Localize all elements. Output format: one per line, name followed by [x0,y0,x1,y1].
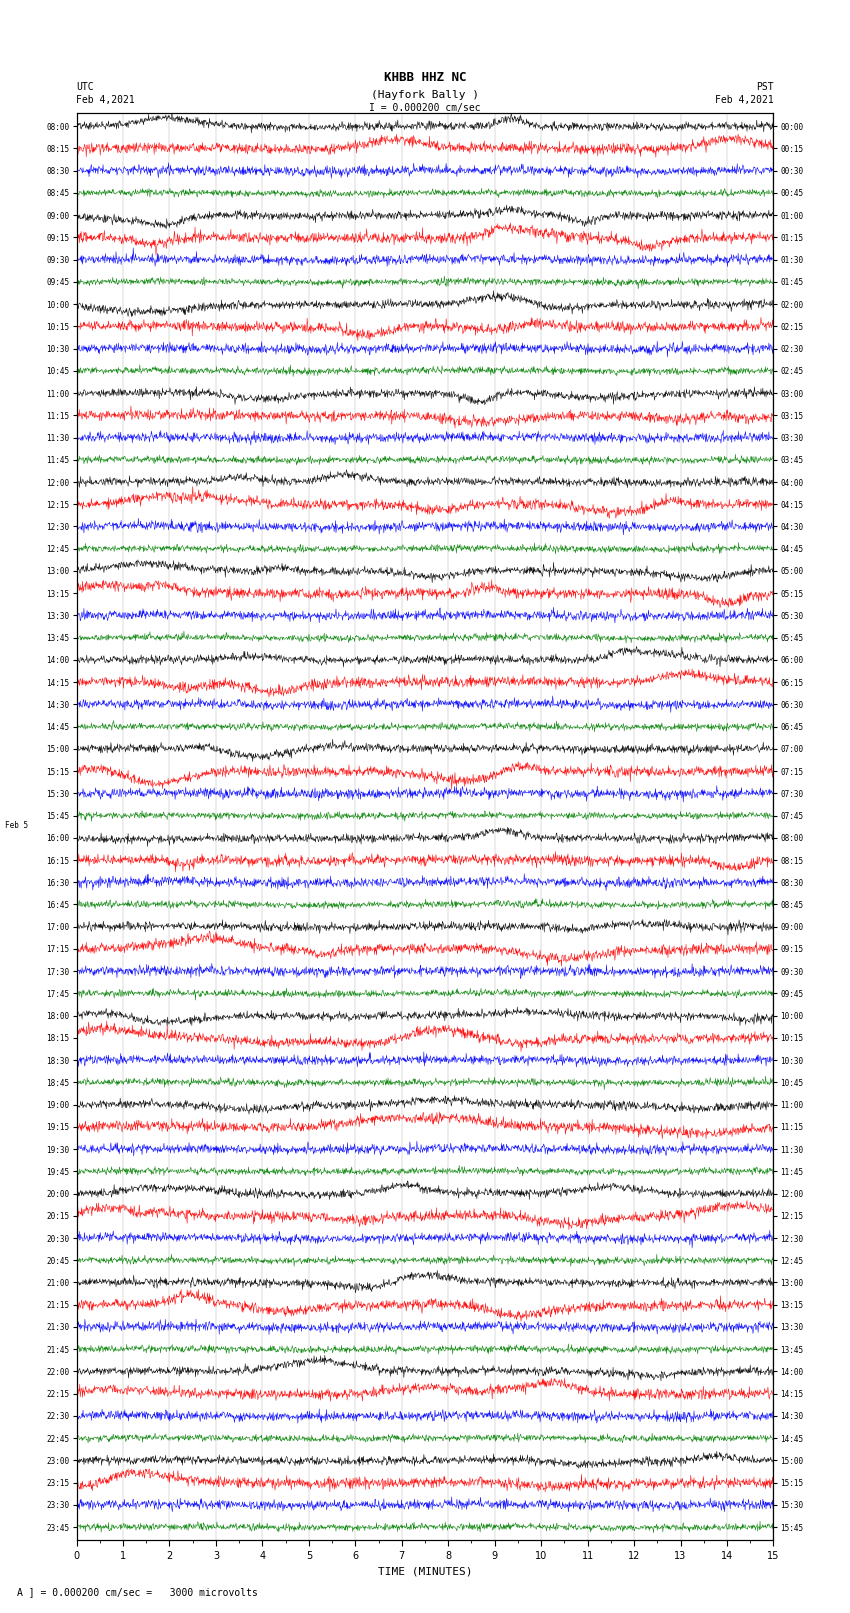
Text: Feb 4,2021: Feb 4,2021 [715,95,774,105]
Text: I = 0.000200 cm/sec: I = 0.000200 cm/sec [369,103,481,113]
Text: Feb 4,2021: Feb 4,2021 [76,95,135,105]
Text: KHBB HHZ NC: KHBB HHZ NC [383,71,467,84]
Text: UTC: UTC [76,82,94,92]
Text: (Hayfork Bally ): (Hayfork Bally ) [371,90,479,100]
Text: A ] = 0.000200 cm/sec =   3000 microvolts: A ] = 0.000200 cm/sec = 3000 microvolts [17,1587,258,1597]
Text: Feb 5: Feb 5 [4,821,28,831]
X-axis label: TIME (MINUTES): TIME (MINUTES) [377,1566,473,1576]
Text: PST: PST [756,82,774,92]
